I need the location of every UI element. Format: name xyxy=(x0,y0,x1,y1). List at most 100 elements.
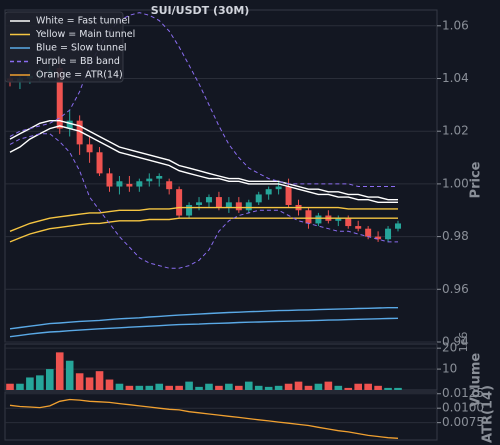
candle-body xyxy=(176,189,183,216)
candle-body xyxy=(136,181,143,187)
atr-line xyxy=(9,398,399,439)
y-tick-label: 0.94 xyxy=(442,335,469,349)
volume-bar xyxy=(284,383,293,390)
candle-body xyxy=(365,228,372,237)
candle-body xyxy=(355,226,362,229)
candle-body xyxy=(96,152,103,174)
y-tick-label: 10 xyxy=(442,362,457,376)
volume-bar xyxy=(344,387,353,390)
volume-bar xyxy=(264,386,273,390)
atr-panel xyxy=(4,391,438,441)
volume-bar xyxy=(235,385,243,390)
y-tick-label: 1.00 xyxy=(442,176,469,190)
y-tick-label: 0.96 xyxy=(442,282,469,296)
volume-bar xyxy=(45,369,54,390)
candle-body xyxy=(186,204,193,216)
candle-body xyxy=(235,202,242,211)
volume-bar xyxy=(205,383,213,390)
volume-bar xyxy=(254,385,263,390)
candle-body xyxy=(66,120,73,129)
candle-body xyxy=(156,176,163,179)
volume-bar xyxy=(354,383,363,390)
volume-bar xyxy=(215,385,223,390)
volume-bar xyxy=(195,386,203,390)
volume-bar xyxy=(16,383,24,390)
volume-bar xyxy=(185,381,193,390)
volume-bar xyxy=(324,381,333,390)
candle-body xyxy=(106,173,113,187)
y-axis-title: Price xyxy=(469,161,484,198)
candle-body xyxy=(76,120,83,145)
volume-bar xyxy=(135,385,144,390)
tunnel-line xyxy=(9,307,398,330)
candle-body xyxy=(305,210,312,224)
candle-body xyxy=(285,186,292,205)
volume-bar xyxy=(75,373,84,390)
candle-body xyxy=(275,186,282,190)
volume-bar xyxy=(364,383,372,390)
volume-bar xyxy=(115,383,124,390)
candle-body xyxy=(245,202,252,211)
candle-body xyxy=(385,228,392,240)
volume-bar xyxy=(165,385,173,390)
legend-box xyxy=(4,11,124,83)
volume-bar xyxy=(36,375,44,390)
candle-body xyxy=(146,178,153,182)
candle-body xyxy=(335,218,342,221)
volume-bar xyxy=(274,385,283,390)
volume-bar xyxy=(26,377,34,390)
y-axis-title: Volume xyxy=(469,353,484,408)
candle-body xyxy=(375,236,382,240)
candle-body xyxy=(196,202,203,205)
tunnel-line xyxy=(9,133,398,269)
legend-label: Orange = ATR(14) xyxy=(36,70,123,81)
candle-body xyxy=(205,197,212,203)
volume-bar xyxy=(95,371,104,390)
tunnel-line xyxy=(9,120,398,201)
candle-body xyxy=(265,189,272,195)
legend-label: Yellow = Main tunnel xyxy=(35,29,135,40)
volume-bar xyxy=(85,377,94,390)
volume-bar xyxy=(334,385,343,390)
volume-bar xyxy=(314,383,323,390)
tunnel-line xyxy=(9,317,399,338)
tunnel-line xyxy=(9,125,398,203)
volume-bar xyxy=(65,360,74,390)
candle-body xyxy=(86,144,93,153)
candle-body xyxy=(116,181,123,187)
volume-bar xyxy=(125,385,134,390)
candle-body xyxy=(255,194,262,203)
volume-bar xyxy=(6,383,14,390)
volume-bar xyxy=(244,381,253,390)
candle-body xyxy=(225,202,232,208)
volume-bar xyxy=(225,383,233,390)
y-tick-label: 0.0075 xyxy=(442,415,484,429)
volume-bar xyxy=(55,352,64,390)
y-tick-label: 1.06 xyxy=(442,18,469,32)
y-axis-title: ATR(14) xyxy=(481,385,496,443)
legend-label: Purple = BB band xyxy=(36,56,120,67)
candle-body xyxy=(56,67,63,129)
volume-bar xyxy=(105,379,114,390)
legend-label: White = Fast tunnel xyxy=(36,16,130,27)
tunnel-line xyxy=(9,206,398,232)
volume-bar xyxy=(374,385,382,390)
y-tick-label: 0.0125 xyxy=(442,386,484,400)
candle-body xyxy=(345,218,352,227)
volume-bar xyxy=(304,385,313,390)
volume-bar xyxy=(145,385,154,390)
candle-body xyxy=(315,215,322,224)
volume-offset-label: 1e6 xyxy=(457,332,470,353)
y-tick-label: 0.0100 xyxy=(442,401,484,415)
legend: White = Fast tunnel Yellow = Main tunnel B… xyxy=(4,11,135,83)
candle-body xyxy=(166,181,173,190)
volume-bar xyxy=(394,387,402,390)
candle-body xyxy=(215,197,222,208)
candle-body xyxy=(126,183,133,187)
volume-bar xyxy=(155,383,164,390)
y-tick-label: 1.02 xyxy=(442,124,469,138)
tunnel-line xyxy=(9,217,398,243)
y-tick-label: 20 xyxy=(442,341,457,355)
